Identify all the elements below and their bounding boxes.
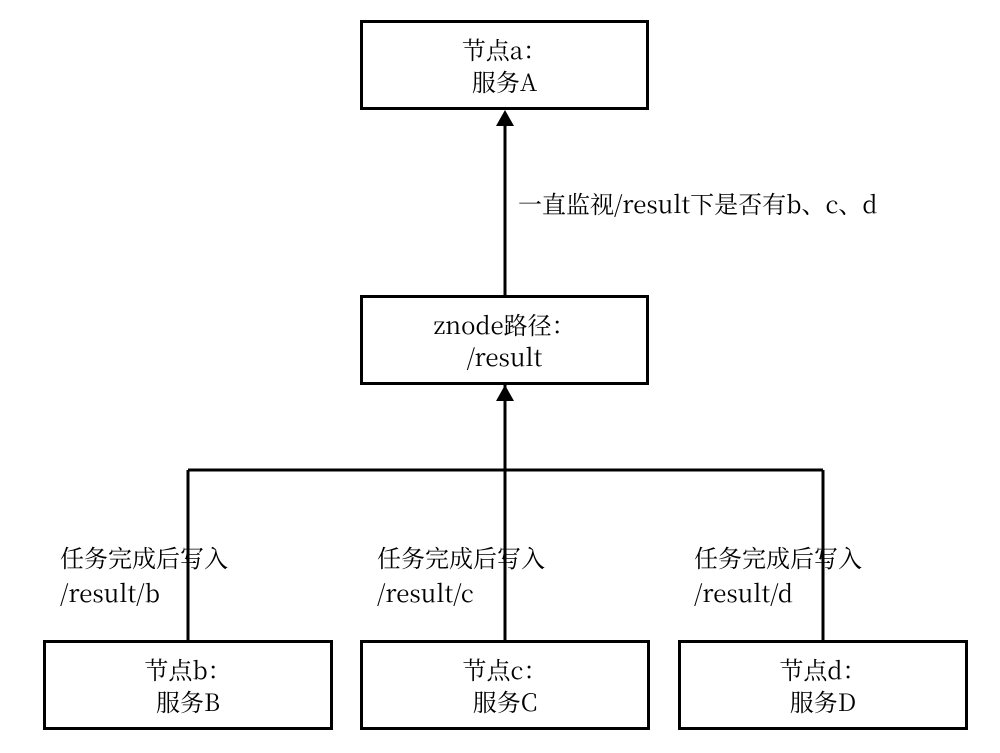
node-znode-line2: /result [467,340,543,372]
edge-label-d: 任务完成后写入 /result/d [694,540,862,610]
node-d: 节点d： 服务D [678,640,968,730]
node-d-line1: 节点d： [779,653,866,685]
node-b: 节点b： 服务B [43,640,333,730]
node-b-line2: 服务B [156,685,220,717]
node-c-line1: 节点c： [463,653,548,685]
node-c: 节点c： 服务C [360,640,650,730]
node-znode-line1: znode路径： [433,308,575,340]
node-znode: znode路径： /result [360,295,649,385]
edge-label-c: 任务完成后写入 /result/c [377,540,545,610]
node-a: 节点a： 服务A [360,20,649,110]
node-a-line1: 节点a： [462,33,547,65]
edge-label-b: 任务完成后写入 /result/b [60,540,228,610]
node-d-line2: 服务D [790,685,856,717]
edge-label-watch: 一直监视/result下是否有b、c、d [518,186,878,221]
node-b-line1: 节点b： [144,653,231,685]
node-a-line2: 服务A [472,65,537,97]
node-c-line2: 服务C [473,685,538,717]
diagram-canvas: 节点a： 服务A znode路径： /result 节点b： 服务B 节点c： … [0,0,1000,753]
